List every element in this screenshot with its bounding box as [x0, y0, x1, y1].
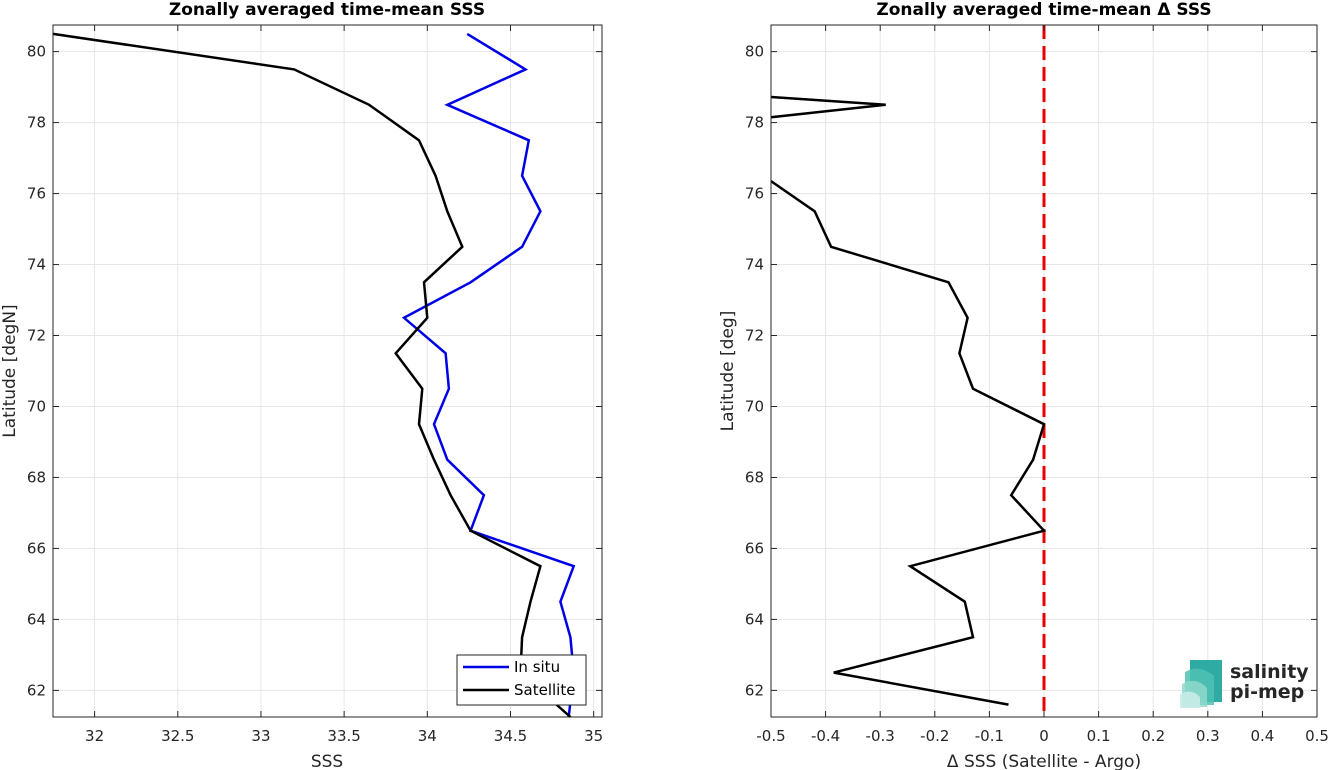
left-x-tick-label: 33.5: [327, 727, 360, 745]
left-y-tick-label: 76: [27, 185, 46, 203]
right-x-tick-label: -0.3: [866, 727, 895, 745]
right-series: [770, 25, 1047, 717]
left-series: [52, 32, 576, 718]
left-y-tick-label: 70: [27, 397, 46, 415]
right-x-tick-label: 0.1: [1087, 727, 1111, 745]
right-y-tick-label: 62: [745, 681, 764, 699]
left-ticks: 32 32.5 33 33.5 34 34.5 35 62 64 66 68 70 72 74 76 78 80: [27, 25, 603, 745]
left-panel: Zonally averaged time-mean SSS 32 32.5 33 3…: [0, 0, 603, 770]
left-axes-box: [52, 24, 603, 718]
left-y-tick-label: 64: [27, 610, 46, 628]
right-series-delta-sss: [770, 95, 886, 119]
right-x-tick-label: -0.4: [811, 727, 840, 745]
right-ticks: -0.5 -0.4 -0.3 -0.2 -0.1 0 0.1 0.2 0.3 0.4 0.5 62 64…: [745, 25, 1329, 745]
logo-text-salinity: salinity: [1230, 661, 1309, 683]
right-chart-title: Zonally averaged time-mean Δ SSS: [876, 0, 1211, 20]
wave-logo-icon: [1180, 660, 1222, 708]
right-y-tick-label: 66: [745, 539, 764, 557]
right-x-tick-label: -0.1: [975, 727, 1004, 745]
right-x-tick-label: 0.2: [1141, 727, 1165, 745]
logo-text-pi-mep: pi-mep: [1230, 681, 1304, 703]
left-y-tick-label: 80: [27, 43, 46, 61]
left-plot-area: [53, 25, 602, 717]
right-panel: Zonally averaged time-mean Δ SSS -0.5 -0.…: [718, 0, 1329, 770]
right-y-tick-label: 78: [745, 114, 764, 132]
left-y-tick-label: 66: [27, 539, 46, 557]
right-y-tick-label: 68: [745, 468, 764, 486]
left-series-in-situ: [401, 32, 576, 718]
left-y-tick-label: 72: [27, 327, 46, 345]
right-y-tick-label: 74: [745, 256, 764, 274]
right-y-tick-label: 64: [745, 610, 764, 628]
left-y-tick-label: 74: [27, 256, 46, 274]
legend-label-in-situ: In situ: [514, 658, 560, 676]
salinity-pi-mep-logo: salinity pi-mep: [1180, 660, 1309, 708]
left-x-tick-label: 34.5: [494, 727, 527, 745]
left-y-tick-label: 62: [27, 681, 46, 699]
left-x-axis-label: SSS: [311, 752, 343, 770]
right-x-tick-label: 0.3: [1196, 727, 1220, 745]
right-x-tick-label: 0: [1039, 727, 1049, 745]
right-x-tick-label: -0.2: [920, 727, 949, 745]
legend: In situ Satellite: [456, 654, 587, 706]
left-y-tick-label: 68: [27, 468, 46, 486]
left-x-tick-label: 34: [418, 727, 437, 745]
left-chart-title: Zonally averaged time-mean SSS: [169, 0, 485, 20]
right-y-axis-label: Latitude [deg]: [718, 311, 738, 432]
left-y-tick-label: 78: [27, 114, 46, 132]
left-x-tick-label: 32.5: [161, 727, 194, 745]
left-x-tick-label: 35: [584, 727, 603, 745]
legend-box: [456, 654, 587, 706]
left-y-axis-label: Latitude [degN]: [0, 304, 20, 437]
right-y-tick-label: 76: [745, 185, 764, 203]
legend-label-satellite: Satellite: [514, 681, 575, 699]
right-x-axis-label: Δ SSS (Satellite - Argo): [947, 752, 1141, 770]
left-x-tick-label: 33: [251, 727, 270, 745]
left-grid: [53, 25, 602, 717]
right-y-tick-label: 80: [745, 43, 764, 61]
right-x-tick-label: 0.5: [1305, 727, 1329, 745]
right-y-tick-label: 72: [745, 327, 764, 345]
left-series-satellite: [52, 32, 572, 718]
right-x-tick-label: 0.4: [1250, 727, 1274, 745]
right-x-tick-label: -0.5: [756, 727, 785, 745]
left-x-tick-label: 32: [85, 727, 104, 745]
right-series-delta-sss: [770, 180, 1047, 706]
right-y-tick-label: 70: [745, 397, 764, 415]
